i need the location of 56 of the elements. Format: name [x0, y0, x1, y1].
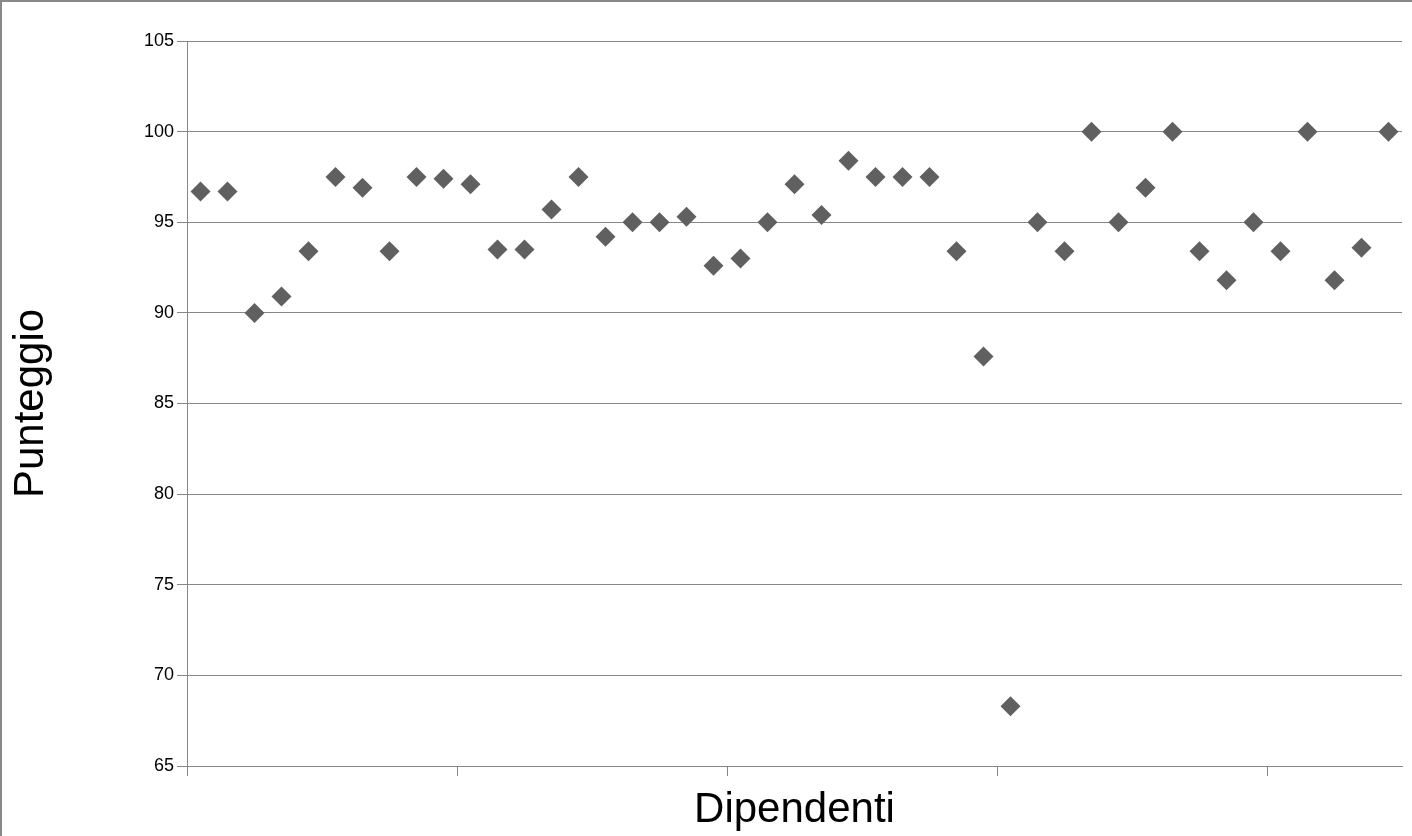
point: [1243, 212, 1264, 233]
point: [1027, 212, 1048, 233]
y-tick-label: 65: [153, 754, 174, 775]
y-tick-label: 70: [153, 664, 174, 685]
point: [487, 239, 508, 260]
point: [1054, 241, 1075, 262]
point: [703, 255, 724, 276]
point: [784, 174, 805, 195]
point: [865, 166, 886, 187]
point: [568, 166, 589, 187]
y-tick-label: 90: [153, 301, 174, 322]
point: [460, 174, 481, 195]
point: [1351, 237, 1372, 258]
point: [1081, 121, 1102, 142]
point: [514, 239, 535, 260]
point: [271, 286, 292, 307]
point: [649, 212, 670, 233]
point: [1135, 177, 1156, 198]
point: [730, 248, 751, 269]
point: [406, 166, 427, 187]
point: [379, 241, 400, 262]
point: [1108, 212, 1129, 233]
y-tick-label: 80: [153, 483, 174, 504]
y-axis-title: Punteggio: [4, 308, 52, 499]
y-tick-label: 95: [153, 211, 174, 232]
point: [973, 346, 994, 367]
point: [1216, 270, 1237, 291]
point: [217, 181, 238, 202]
x-axis-title: Dipendenti: [694, 784, 895, 832]
point: [1189, 241, 1210, 262]
point: [433, 168, 454, 189]
point: [892, 166, 913, 187]
point: [1270, 241, 1291, 262]
point: [190, 181, 211, 202]
point: [1000, 696, 1021, 717]
point: [541, 199, 562, 220]
point: [298, 241, 319, 262]
point: [838, 150, 859, 171]
point: [1324, 270, 1345, 291]
y-tick-label: 100: [143, 120, 174, 141]
point: [919, 166, 940, 187]
point: [757, 212, 778, 233]
point: [676, 206, 697, 227]
point: [244, 302, 265, 323]
point: [352, 177, 373, 198]
y-tick-label: 85: [153, 392, 174, 413]
y-tick-label: 75: [153, 573, 174, 594]
point: [811, 205, 832, 225]
point: [325, 166, 346, 187]
point: [622, 212, 643, 233]
point: [1162, 121, 1183, 142]
point: [946, 241, 967, 262]
point: [1378, 121, 1399, 142]
point: [1297, 121, 1318, 142]
y-tick-label: 105: [143, 29, 174, 50]
point: [595, 226, 616, 247]
